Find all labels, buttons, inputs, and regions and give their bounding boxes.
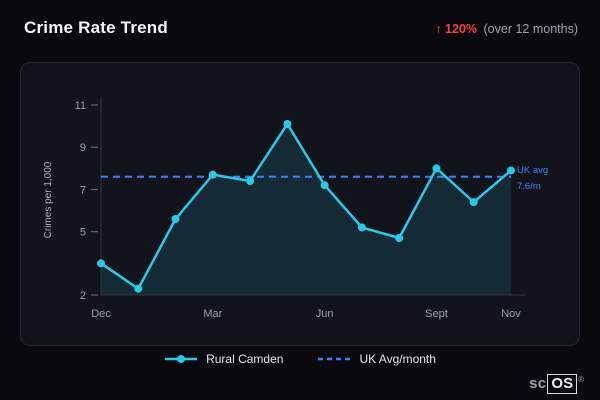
- logo-prefix: sc: [529, 375, 547, 392]
- logo-suffix: OS: [547, 374, 578, 394]
- scos-logo: sc OS ®: [529, 374, 584, 394]
- legend-label: Rural Camden: [206, 352, 284, 366]
- svg-text:Nov: Nov: [501, 308, 521, 320]
- svg-text:Jun: Jun: [316, 308, 334, 320]
- svg-text:Mar: Mar: [203, 308, 222, 320]
- svg-text:7: 7: [80, 184, 86, 196]
- svg-text:7.6/m: 7.6/m: [517, 181, 541, 192]
- svg-text:Dec: Dec: [91, 308, 111, 320]
- trend-indicator: ↑ 120% (over 12 months): [435, 22, 578, 36]
- header: Crime Rate Trend ↑ 120% (over 12 months): [0, 0, 600, 48]
- page-title: Crime Rate Trend: [24, 18, 168, 37]
- svg-text:UK avg: UK avg: [517, 165, 548, 176]
- legend-item-rural-camden[interactable]: Rural Camden: [164, 352, 283, 366]
- chart-legend: Rural Camden UK Avg/month: [0, 352, 600, 366]
- chart-card: 2 5 7 9 11 Dec Mar Jun Sept Nov Crimes per 1,000 UK…: [20, 62, 580, 346]
- registered-mark: ®: [578, 375, 584, 384]
- dashed-line-marker-icon: [318, 357, 351, 361]
- trend-caption: (over 12 months): [483, 22, 578, 36]
- trend-value: 120%: [445, 22, 478, 36]
- line-dot-marker-icon: [165, 355, 198, 363]
- legend-item-uk-avg[interactable]: UK Avg/month: [317, 352, 436, 366]
- svg-text:11: 11: [75, 100, 86, 112]
- svg-text:Sept: Sept: [425, 308, 448, 320]
- legend-label: UK Avg/month: [359, 352, 436, 366]
- svg-text:9: 9: [80, 142, 86, 154]
- svg-text:2: 2: [80, 290, 86, 302]
- svg-text:5: 5: [80, 227, 86, 239]
- trend-up-arrow-icon: ↑: [435, 22, 442, 36]
- svg-text:Crimes per 1,000: Crimes per 1,000: [43, 161, 54, 238]
- trend-chart[interactable]: 2 5 7 9 11 Dec Mar Jun Sept Nov Crimes per 1,000 UK…: [29, 75, 573, 327]
